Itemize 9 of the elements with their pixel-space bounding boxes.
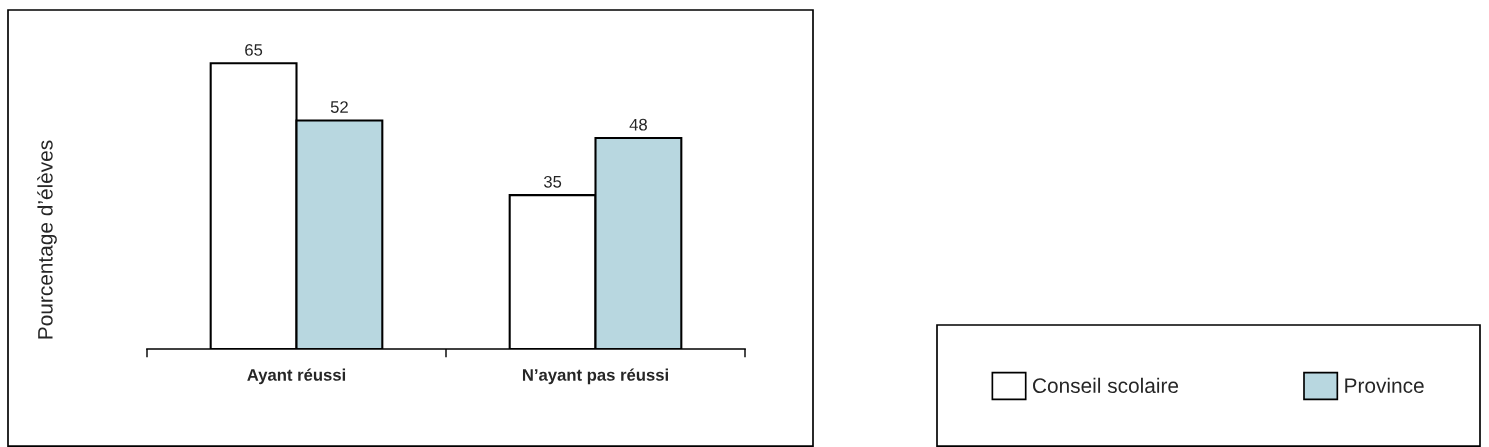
legend-label: Conseil scolaire bbox=[1033, 377, 1179, 394]
legend-label: Province bbox=[1345, 377, 1424, 394]
x-tick-label: N’ayant pas réussi bbox=[522, 368, 668, 385]
x-tick-label: Ayant réussi bbox=[247, 368, 346, 385]
data-label: 52 bbox=[330, 101, 348, 113]
data-label: 48 bbox=[629, 118, 647, 131]
data-label: 35 bbox=[543, 175, 562, 188]
data-label: 65 bbox=[245, 44, 263, 56]
y-axis-title: Pourcentage d’élèves bbox=[37, 140, 57, 339]
